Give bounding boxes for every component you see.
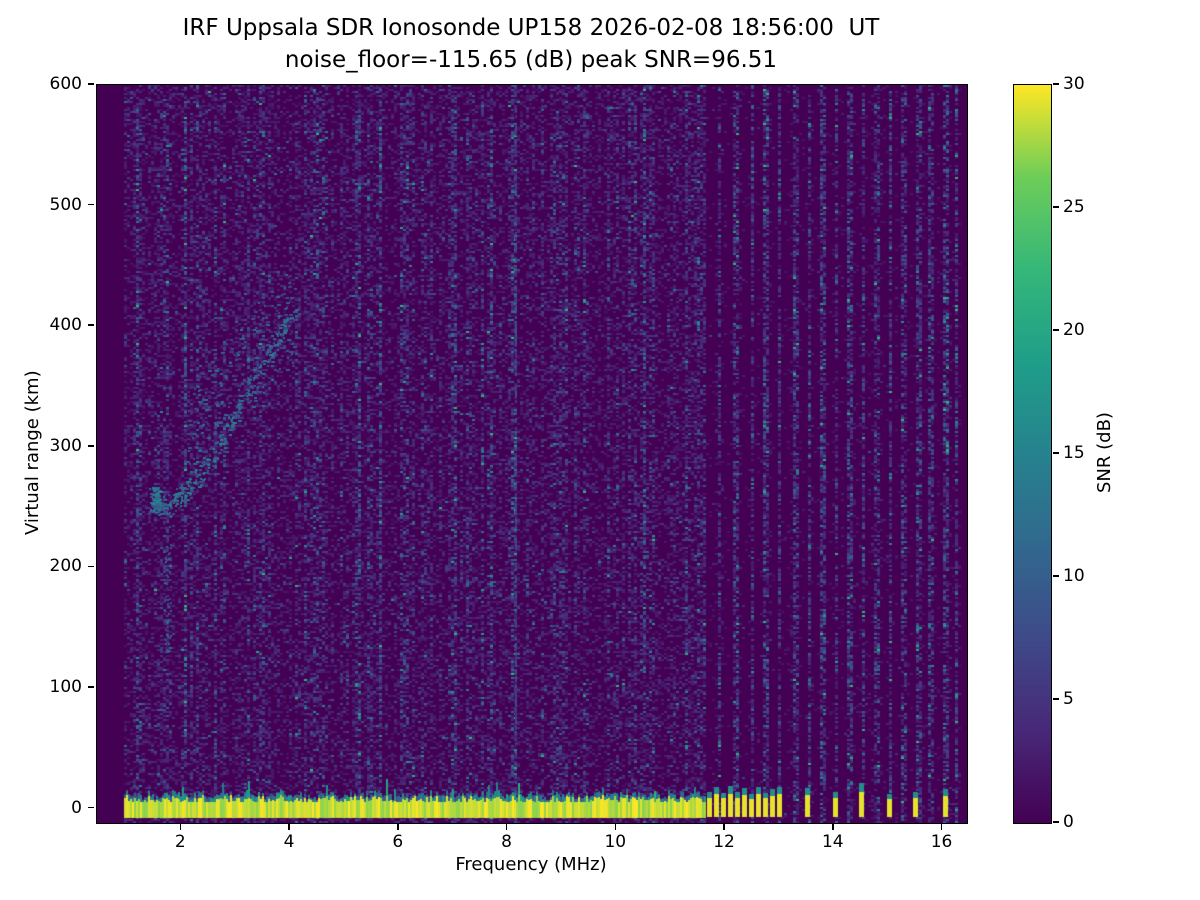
y-tick-mark bbox=[88, 324, 94, 326]
x-tick-label: 2 bbox=[174, 832, 186, 852]
plot-area bbox=[96, 84, 968, 824]
colorbar-tick-mark bbox=[1053, 821, 1059, 823]
y-tick-label: 500 bbox=[49, 194, 82, 215]
colorbar-tick-mark bbox=[1053, 452, 1059, 454]
y-tick-mark bbox=[88, 83, 94, 85]
y-tick-mark bbox=[88, 203, 94, 206]
x-tick-label: 4 bbox=[283, 832, 295, 852]
colorbar-tick-label: 15 bbox=[1063, 443, 1085, 463]
x-tick-label: 10 bbox=[604, 832, 627, 852]
x-tick-mark bbox=[940, 824, 943, 830]
colorbar-tick-mark bbox=[1053, 575, 1059, 577]
x-tick-label: 6 bbox=[392, 832, 404, 852]
y-tick-label: 600 bbox=[49, 74, 82, 94]
y-tick-label: 400 bbox=[49, 315, 82, 336]
x-tick-mark bbox=[288, 824, 290, 830]
colorbar-tick-label: 25 bbox=[1063, 197, 1085, 217]
colorbar-tick-label: 0 bbox=[1063, 812, 1074, 832]
x-axis-label: Frequency (MHz) bbox=[455, 854, 607, 875]
x-tick-mark bbox=[832, 824, 834, 830]
y-tick-mark bbox=[88, 686, 94, 688]
chart-title-line1: IRF Uppsala SDR Ionosonde UP158 2026-02-… bbox=[182, 15, 880, 41]
x-tick-mark bbox=[179, 824, 182, 830]
colorbar-tick-label: 5 bbox=[1063, 689, 1074, 709]
y-tick-label: 100 bbox=[49, 676, 82, 697]
y-tick-label: 300 bbox=[49, 435, 82, 456]
chart-title: IRF Uppsala SDR Ionosonde UP158 2026-02-… bbox=[96, 12, 966, 76]
colorbar-tick-label: 30 bbox=[1063, 74, 1085, 94]
colorbar-tick-mark bbox=[1053, 83, 1059, 85]
colorbar-tick-mark bbox=[1053, 329, 1059, 331]
x-tick-mark bbox=[614, 824, 617, 830]
x-tick-label: 14 bbox=[821, 832, 844, 852]
colorbar-tick-label: 10 bbox=[1063, 566, 1085, 586]
chart-title-line2: noise_floor=-115.65 (dB) peak SNR=96.51 bbox=[284, 47, 778, 73]
y-tick-mark bbox=[88, 565, 94, 568]
colorbar-tick-mark bbox=[1053, 206, 1059, 208]
colorbar bbox=[1013, 84, 1052, 824]
x-tick-mark bbox=[723, 824, 725, 830]
x-tick-label: 12 bbox=[713, 832, 735, 852]
x-tick-mark bbox=[505, 824, 508, 830]
y-tick-label: 200 bbox=[49, 556, 82, 577]
ionogram-heatmap-canvas bbox=[97, 85, 967, 823]
y-tick-label: 0 bbox=[71, 797, 82, 818]
colorbar-tick-label: 20 bbox=[1063, 320, 1085, 340]
colorbar-gradient-canvas bbox=[1014, 85, 1051, 823]
x-tick-label: 16 bbox=[930, 832, 953, 852]
x-tick-mark bbox=[397, 824, 399, 830]
y-tick-mark bbox=[88, 445, 94, 447]
y-tick-mark bbox=[88, 806, 94, 809]
x-tick-label: 8 bbox=[501, 832, 512, 852]
colorbar-tick-mark bbox=[1053, 698, 1059, 700]
